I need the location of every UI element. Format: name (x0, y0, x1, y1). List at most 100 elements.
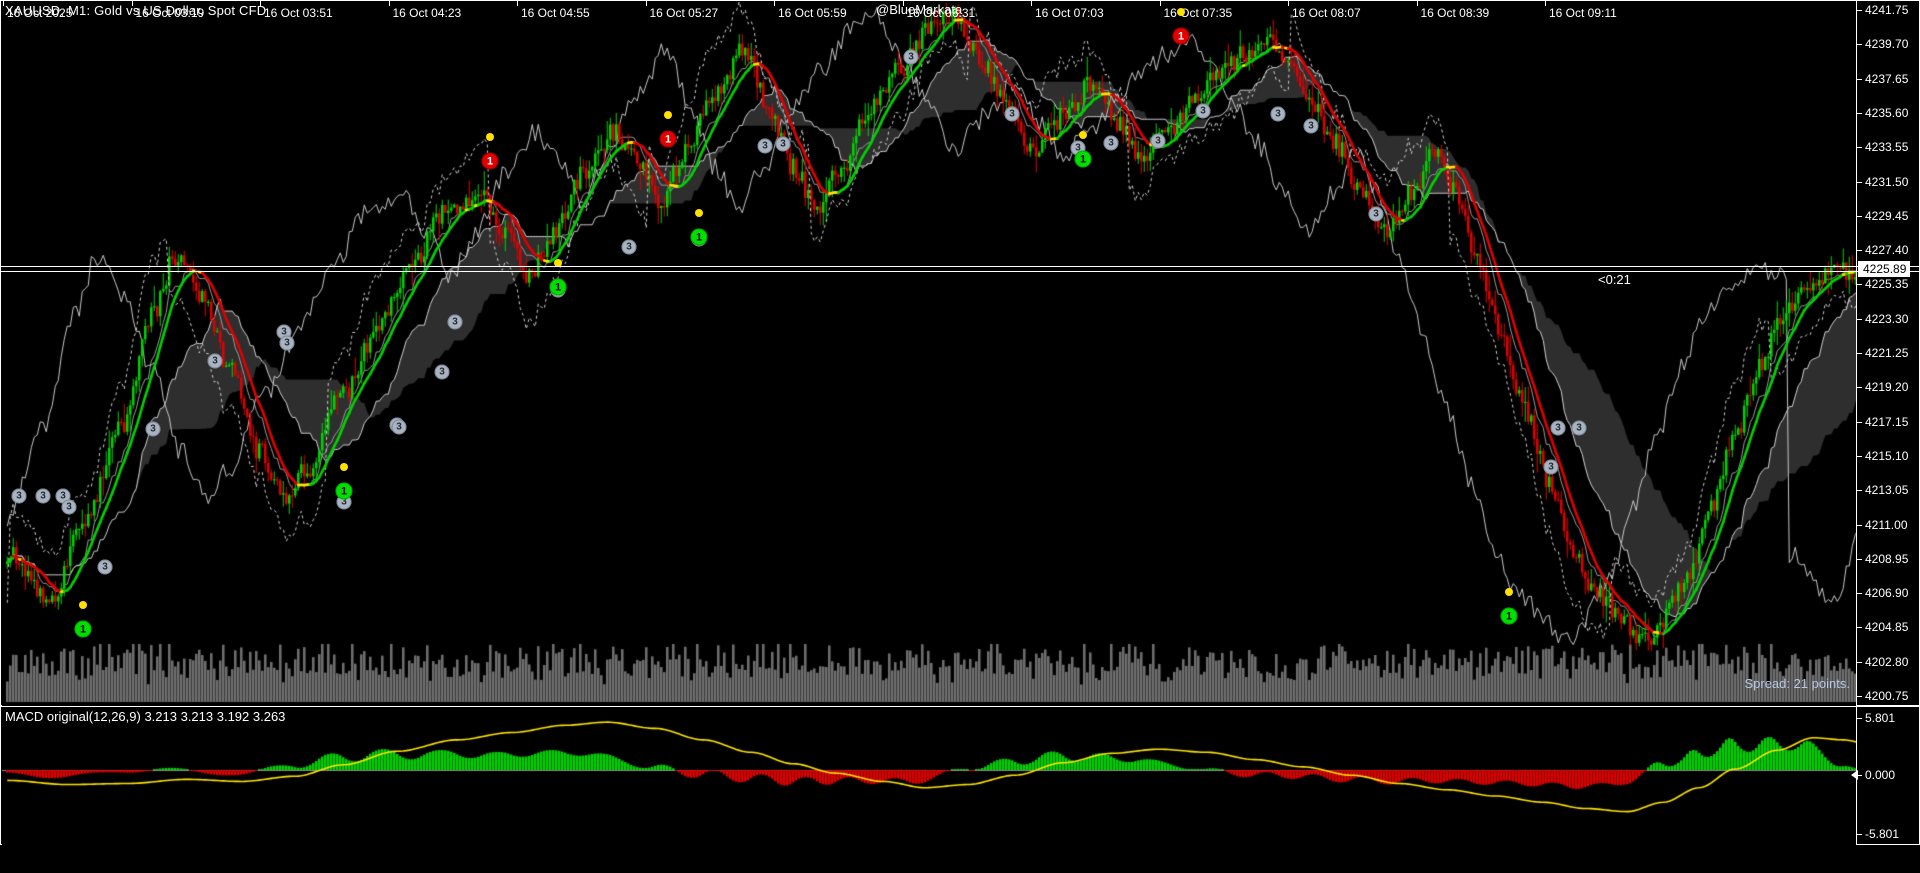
time-tick-mark (774, 0, 775, 6)
price-tick-label: 4235.60 (1857, 106, 1908, 120)
time-tick-label: 16 Oct 03:19 (135, 6, 205, 20)
signal-marker-3[interactable]: 3 (1004, 106, 1020, 122)
signal-marker-3[interactable]: 3 (775, 136, 791, 152)
signal-marker-3[interactable]: 3 (1550, 420, 1566, 436)
time-tick-mark (1545, 0, 1546, 6)
chart-watermark: @BlueMarkata (876, 2, 963, 17)
current-price-tag: 4225.89 (1858, 261, 1911, 278)
time-tick-mark (645, 0, 647, 6)
signal-anchor-dot (340, 463, 348, 471)
macd-plot-area[interactable] (2, 708, 1857, 845)
macd-axis[interactable]: 5.801 0.000 -5.801 (1851, 706, 1920, 845)
price-tick-label: 4239.70 (1857, 37, 1908, 51)
price-tick-label: 4217.15 (1857, 415, 1908, 429)
signal-marker-3[interactable]: 3 (621, 239, 637, 255)
signal-anchor-dot (1177, 8, 1185, 16)
price-tick-label: 4237.65 (1857, 72, 1908, 86)
price-tick-label: 4206.90 (1857, 586, 1908, 600)
signal-marker-sell[interactable]: 1 (481, 152, 499, 170)
signal-anchor-dot (1505, 588, 1513, 596)
price-tick-label: 4227.40 (1857, 243, 1908, 257)
time-tick-label: 16 Oct 05:59 (778, 6, 847, 20)
chart-symbol-title: XAUUSD, M1: Gold vs US Dollar, Spot CFD (5, 3, 267, 18)
signal-marker-3[interactable]: 3 (35, 488, 51, 504)
signal-marker-buy[interactable]: 1 (335, 482, 353, 500)
macd-indicator-panel[interactable] (0, 706, 1920, 845)
time-tick-label: 16 Oct 04:55 (521, 6, 590, 20)
price-chart-panel[interactable]: 3333313333313333131313133333313133333331 (0, 0, 1920, 706)
price-tick-label: 4225.35 (1857, 277, 1908, 291)
price-tick-label: 4204.85 (1857, 620, 1908, 634)
current-price-line (1, 271, 1919, 273)
time-tick-label: 16 Oct 06:31 (906, 6, 976, 20)
price-tick-label: 4200.75 (1857, 689, 1908, 703)
macd-indicator-label: MACD original(12,26,9) 3.213 3.213 3.192… (5, 709, 286, 724)
signal-marker-sell[interactable]: 1 (1172, 27, 1190, 45)
signal-marker-3[interactable]: 3 (1368, 206, 1384, 222)
signal-marker-3[interactable]: 3 (1543, 459, 1559, 475)
signal-marker-3[interactable]: 3 (391, 419, 407, 435)
time-tick-mark (1416, 0, 1418, 6)
time-tick-label: 16 Oct 05:27 (649, 6, 719, 20)
time-tick-mark (388, 0, 390, 6)
signal-marker-3[interactable]: 3 (145, 421, 161, 437)
signal-marker-3[interactable]: 3 (1103, 135, 1119, 151)
signal-marker-buy[interactable]: 1 (549, 278, 567, 296)
price-tick-label: 4219.20 (1857, 380, 1908, 394)
price-tick-label: 4208.95 (1857, 552, 1908, 566)
price-candlestick-canvas (2, 2, 1857, 706)
signal-marker-buy[interactable]: 1 (74, 620, 92, 638)
price-tick-label: 4231.50 (1857, 175, 1908, 189)
signal-marker-3[interactable]: 3 (903, 49, 919, 65)
signal-marker-3[interactable]: 3 (279, 335, 295, 351)
time-tick-mark (517, 0, 518, 6)
macd-histogram-canvas (2, 708, 1857, 845)
time-tick-label: 16 Oct 08:07 (1292, 6, 1361, 20)
spread-label: Spread: 21 points. (1744, 676, 1850, 691)
macd-tick-label: 5.801 (1857, 711, 1895, 725)
price-tick-label: 4241.75 (1857, 3, 1908, 17)
signal-marker-3[interactable]: 3 (1303, 118, 1319, 134)
time-tick-mark (1159, 0, 1161, 6)
signal-marker-3[interactable]: 3 (1270, 106, 1286, 122)
price-tick-label: 4223.30 (1857, 312, 1908, 326)
signal-marker-3[interactable]: 3 (1150, 133, 1166, 149)
signal-anchor-dot (1079, 131, 1087, 139)
time-tick-label: 16 Oct 09:11 (1549, 6, 1617, 20)
price-axis[interactable]: 4241.75 4239.70 4237.65 4235.60 4233.55 4231.… (1856, 0, 1920, 706)
time-tick-label: 16 Oct 08:39 (1420, 6, 1490, 20)
signal-anchor-dot (695, 209, 703, 217)
time-tick-label: 16 Oct 04:23 (392, 6, 462, 20)
macd-tick-label: -5.801 (1857, 827, 1899, 841)
signal-anchor-dot (486, 133, 494, 141)
signal-marker-3[interactable]: 3 (11, 488, 27, 504)
price-tick-label: 4213.05 (1857, 483, 1908, 497)
signal-marker-buy[interactable]: 1 (1074, 150, 1092, 168)
price-tick-label: 4229.45 (1857, 209, 1908, 223)
time-tick-mark (3, 0, 4, 6)
signal-marker-3[interactable]: 3 (434, 364, 450, 380)
time-tick-label: 16 Oct 07:03 (1035, 6, 1104, 20)
time-tick-label: 16 Oct 2025 (7, 6, 73, 20)
bar-countdown-label: <0:21 (1598, 272, 1631, 287)
signal-marker-3[interactable]: 3 (447, 314, 463, 330)
signal-marker-3[interactable]: 3 (757, 138, 773, 154)
signal-marker-buy[interactable]: 1 (690, 228, 708, 246)
signal-marker-3[interactable]: 3 (61, 499, 77, 515)
time-tick-mark (1288, 0, 1289, 6)
signal-marker-3[interactable]: 3 (207, 353, 223, 369)
price-plot-area[interactable] (2, 2, 1857, 706)
signal-marker-buy[interactable]: 1 (1500, 607, 1518, 625)
current-price-line (1, 266, 1919, 268)
signal-marker-3[interactable]: 3 (1195, 103, 1211, 119)
time-tick-mark (902, 0, 904, 6)
signal-marker-3[interactable]: 3 (97, 559, 113, 575)
price-tick-label: 4211.00 (1857, 518, 1908, 532)
signal-anchor-dot (664, 111, 672, 119)
signal-marker-3[interactable]: 3 (1571, 420, 1587, 436)
price-tick-label: 4233.55 (1857, 140, 1908, 154)
macd-tick-label: 0.000 (1857, 768, 1895, 782)
time-tick-label: 16 Oct 03:51 (264, 6, 333, 20)
signal-marker-sell[interactable]: 1 (659, 130, 677, 148)
